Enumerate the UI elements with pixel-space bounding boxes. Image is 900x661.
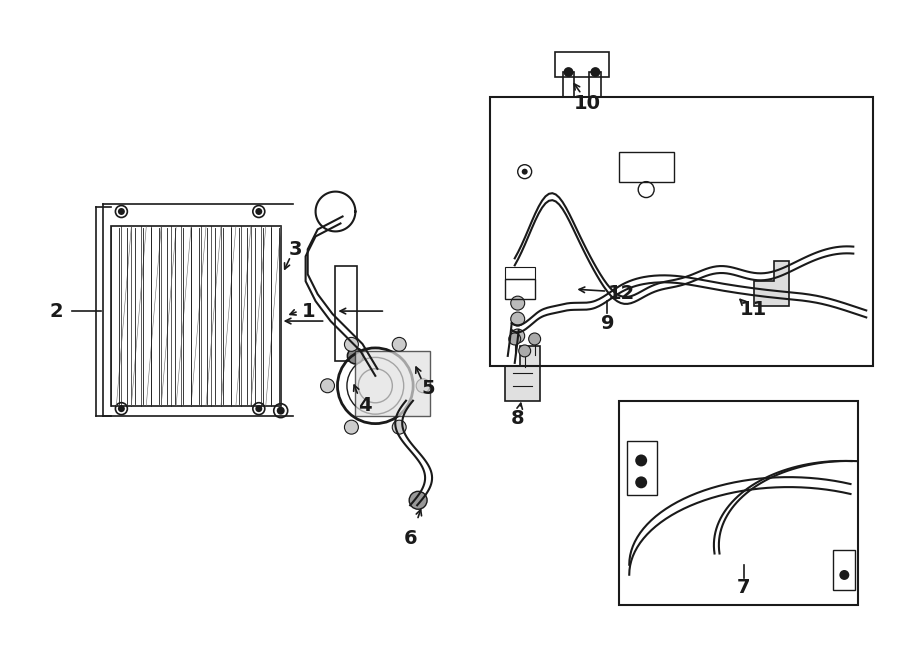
Bar bbox=[356, 351, 430, 416]
Circle shape bbox=[347, 348, 364, 364]
Circle shape bbox=[510, 329, 525, 343]
Circle shape bbox=[256, 405, 262, 412]
Circle shape bbox=[256, 208, 262, 215]
Text: 1: 1 bbox=[302, 301, 315, 321]
Bar bbox=[619, 401, 859, 605]
Circle shape bbox=[320, 379, 335, 393]
Text: 8: 8 bbox=[511, 409, 525, 428]
Circle shape bbox=[392, 337, 406, 352]
Bar bbox=[490, 97, 873, 366]
Circle shape bbox=[590, 67, 600, 77]
Circle shape bbox=[118, 208, 125, 215]
Text: 6: 6 bbox=[403, 529, 417, 547]
Text: 12: 12 bbox=[608, 284, 634, 303]
Text: 5: 5 bbox=[421, 379, 435, 399]
Text: 9: 9 bbox=[600, 313, 614, 332]
Text: 4: 4 bbox=[358, 396, 373, 415]
Circle shape bbox=[510, 312, 525, 326]
Bar bbox=[627, 440, 657, 495]
Circle shape bbox=[508, 333, 521, 345]
Circle shape bbox=[840, 570, 850, 580]
Text: 11: 11 bbox=[740, 299, 768, 319]
Bar bbox=[554, 52, 609, 77]
Circle shape bbox=[392, 420, 406, 434]
Text: 7: 7 bbox=[737, 578, 751, 598]
Bar bbox=[619, 152, 674, 182]
Circle shape bbox=[345, 420, 358, 434]
Circle shape bbox=[518, 345, 531, 357]
Circle shape bbox=[522, 169, 527, 175]
Circle shape bbox=[345, 337, 358, 352]
Circle shape bbox=[410, 491, 427, 509]
Circle shape bbox=[563, 67, 573, 77]
Bar bbox=[112, 227, 281, 406]
Circle shape bbox=[635, 477, 647, 488]
Circle shape bbox=[510, 296, 525, 310]
Polygon shape bbox=[753, 261, 788, 306]
Circle shape bbox=[635, 455, 647, 467]
Polygon shape bbox=[505, 346, 540, 401]
Text: 3: 3 bbox=[289, 240, 302, 259]
Bar bbox=[590, 72, 601, 97]
Text: 2: 2 bbox=[50, 301, 64, 321]
Circle shape bbox=[118, 405, 125, 412]
Bar bbox=[505, 279, 535, 299]
Text: 10: 10 bbox=[574, 95, 601, 114]
Bar bbox=[336, 266, 357, 361]
Bar bbox=[833, 550, 855, 590]
Circle shape bbox=[528, 333, 541, 345]
Bar bbox=[562, 72, 574, 97]
Bar bbox=[505, 267, 535, 279]
Circle shape bbox=[416, 379, 430, 393]
Circle shape bbox=[276, 407, 284, 414]
